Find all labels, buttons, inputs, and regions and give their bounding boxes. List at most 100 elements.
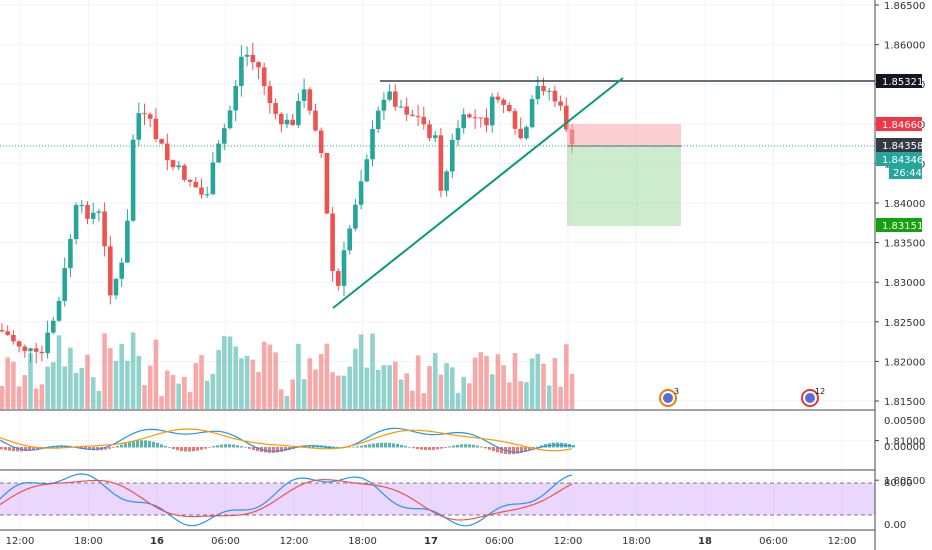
volume-bar — [518, 381, 523, 409]
volume-bar — [347, 366, 352, 409]
take-profit-zone[interactable] — [567, 146, 681, 226]
time-axis[interactable]: 12:00 18:00 16 06:00 12:00 18:00 17 06:00 12:00 1… — [6, 536, 857, 547]
candle-body — [153, 118, 159, 140]
volume-bar — [410, 390, 415, 409]
macd-histogram-bar — [448, 446, 451, 448]
volume-bar — [16, 386, 22, 409]
macd-histogram-bar — [264, 447, 267, 453]
candle-body — [370, 129, 375, 160]
event-badge-12[interactable]: 12 — [801, 387, 825, 407]
candle-body — [273, 103, 278, 114]
candle-body — [444, 171, 449, 191]
volume-bar — [5, 357, 10, 409]
volume-bar — [187, 392, 193, 409]
macd-histogram-bar — [148, 440, 151, 448]
resistance-price-tag: 1.85321 — [876, 74, 923, 88]
candle-body — [501, 99, 506, 105]
macd-histogram-bar — [524, 447, 527, 452]
svg-text:26:44: 26:44 — [893, 168, 922, 179]
volume-bar — [375, 369, 381, 409]
macd-histogram-bar — [164, 445, 167, 448]
candle-body — [216, 143, 221, 163]
candle-body — [45, 332, 50, 354]
macd-histogram-bar — [432, 447, 435, 450]
candle-body — [279, 113, 284, 125]
volume-bar — [216, 349, 221, 409]
price-axis[interactable]: 1.865001.860001.855001.850001.845001.840… — [875, 1, 925, 487]
macd-histogram-bar — [464, 444, 467, 448]
volume-bar — [0, 386, 5, 409]
candle-body — [552, 90, 558, 102]
macd-histogram-bar — [156, 442, 159, 448]
macd-histogram-bar — [204, 447, 207, 449]
macd-histogram-bar — [364, 444, 367, 448]
flag-icon-inner — [805, 393, 815, 403]
volume-bar — [199, 355, 204, 409]
time-tick-label: 12:00 — [554, 536, 583, 547]
macd-histogram-bar — [240, 446, 243, 448]
price-tick-label: 1.83000 — [884, 278, 925, 289]
volume-bar — [358, 334, 364, 409]
candle-body — [472, 117, 478, 119]
macd-histogram-bar — [104, 447, 107, 450]
trendline[interactable] — [332, 77, 624, 309]
macd-histogram-bar — [420, 447, 423, 450]
volume-bar — [541, 363, 546, 409]
macd-histogram-bar — [108, 447, 111, 449]
macd-axis: 0.00500 0.00000 — [884, 416, 925, 453]
volume-bar — [108, 348, 113, 409]
volume-bar — [336, 375, 341, 409]
macd-histogram-bar — [256, 447, 259, 452]
candle-body — [62, 268, 67, 301]
macd-histogram-bar — [332, 446, 335, 448]
candle-body — [147, 114, 153, 119]
event-badge-3[interactable]: 3 — [659, 387, 679, 407]
time-tick-label: 18:00 — [74, 536, 103, 547]
macd-histogram-bar — [324, 445, 327, 448]
macd-histogram-bar — [160, 444, 163, 448]
volume-bar — [28, 353, 33, 409]
macd-histogram-bar — [328, 446, 331, 448]
macd-histogram-bar — [4, 447, 7, 451]
volume-bar — [546, 385, 552, 409]
volume-bar — [421, 393, 427, 409]
macd-histogram-bar — [12, 447, 15, 452]
candle-body — [398, 106, 404, 108]
macd-histogram-bar — [360, 445, 363, 448]
macd-histogram-bar — [468, 444, 471, 448]
macd-histogram-bar — [232, 444, 235, 448]
candle-body — [51, 320, 56, 333]
volume-bar — [284, 396, 290, 409]
volume-bar — [62, 366, 67, 409]
volume-bar — [22, 375, 28, 409]
candle-body — [125, 220, 130, 263]
volume-bar — [432, 353, 438, 409]
flag-icon-inner — [663, 393, 673, 403]
candle-body — [170, 160, 176, 168]
volume-bar — [39, 384, 45, 409]
macd-histogram-bar — [112, 447, 115, 448]
macd-histogram-bar — [84, 447, 87, 450]
volume-bar — [33, 388, 39, 409]
macd-histogram-bar — [460, 444, 463, 448]
svg-text:1.85321: 1.85321 — [882, 77, 923, 88]
volume-bar — [489, 374, 495, 409]
volume-bar — [501, 365, 506, 409]
stochastic-tick-label: 80.00 — [884, 478, 913, 489]
volume-bar — [222, 336, 227, 409]
macd-histogram-bar — [528, 447, 531, 451]
time-tick-label: 18:00 — [348, 536, 377, 547]
candle-body — [512, 111, 518, 129]
candle-body — [518, 128, 523, 139]
candle-body — [90, 212, 96, 219]
volume-bar — [267, 344, 273, 409]
volume-bar — [170, 375, 176, 409]
volume-bar — [512, 353, 518, 409]
macd-histogram-bar — [252, 447, 255, 451]
stop-loss-zone[interactable] — [567, 124, 681, 146]
candle-body — [541, 85, 546, 92]
svg-text:1.84660: 1.84660 — [882, 120, 923, 131]
macd-histogram-bar — [496, 447, 499, 453]
price-tick-label: 1.84000 — [884, 199, 925, 210]
